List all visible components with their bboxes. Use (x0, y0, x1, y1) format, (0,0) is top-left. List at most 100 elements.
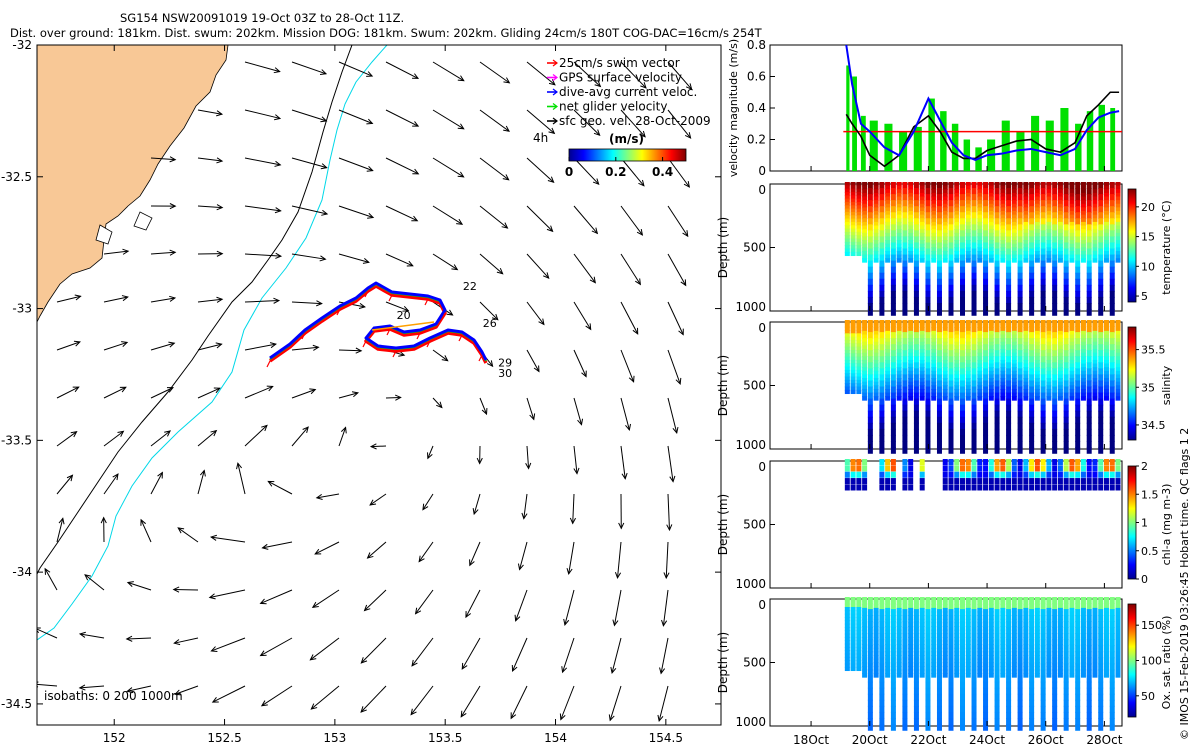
section-cell (1109, 344, 1115, 351)
section-cell (988, 240, 994, 245)
section-cell (850, 465, 856, 472)
section-cell (1006, 711, 1012, 719)
section-cell (1011, 615, 1017, 620)
section-cell (954, 604, 960, 609)
section-cell (965, 385, 971, 390)
section-cell (890, 398, 896, 406)
section-cell (913, 410, 919, 418)
time-tick-label: 22Oct (910, 733, 946, 747)
section-cell (988, 200, 994, 205)
section-cell (856, 366, 862, 371)
section-cell (1103, 240, 1109, 245)
section-cell (931, 607, 937, 613)
section-cell (1063, 615, 1069, 622)
section-cell (1006, 332, 1012, 339)
section-cell (844, 623, 850, 628)
section-cell (1040, 428, 1046, 436)
section-cell (902, 657, 908, 665)
section-cell (977, 633, 983, 638)
section-cell (1069, 363, 1075, 369)
section-cell (931, 597, 937, 602)
section-cell (844, 633, 850, 638)
section-cell (954, 478, 960, 485)
section-cell (942, 225, 948, 231)
section-cell (1075, 669, 1081, 677)
velocity-arrow-head (548, 79, 556, 86)
section-cell (890, 206, 896, 213)
section-cell (1023, 665, 1029, 671)
section-cell (960, 332, 966, 339)
section-cell (925, 724, 931, 731)
section-cell (1011, 367, 1017, 372)
section-cell (965, 185, 971, 191)
section-cell (913, 188, 919, 195)
section-cell (867, 651, 873, 659)
section-cell (1046, 243, 1052, 249)
section-cell (971, 248, 977, 256)
section-cell (1017, 603, 1023, 610)
section-cell (977, 471, 983, 478)
section-cell (1115, 626, 1121, 631)
section-cell (913, 597, 919, 604)
section-cell (931, 647, 937, 653)
section-cell (1075, 621, 1081, 628)
section-cell (1034, 229, 1040, 234)
section-cell (867, 350, 873, 358)
section-cell (890, 681, 896, 689)
section-cell (977, 604, 983, 609)
section-cell (1103, 651, 1109, 656)
section-cell (902, 699, 908, 707)
velocity-arrow-head (666, 524, 673, 532)
velocity-arrow (338, 392, 359, 399)
section-cell (908, 465, 914, 472)
section-cell (965, 388, 971, 394)
section-cell (856, 349, 862, 355)
section-cell (913, 447, 919, 454)
section-cell (971, 465, 977, 472)
section-cell (1103, 192, 1109, 198)
velocity-arrow-head (169, 156, 177, 163)
section-cell (1000, 484, 1006, 491)
section-cell (879, 356, 885, 364)
section-cell (942, 341, 948, 347)
section-cell (1109, 212, 1115, 220)
section-cell (1057, 381, 1063, 387)
section-cell (913, 404, 919, 412)
section-y-tick-label: 500 (743, 379, 766, 393)
section-cell (908, 356, 914, 361)
section-cell (1075, 705, 1081, 713)
section-cell (1017, 278, 1023, 286)
velocity-arrow-head (209, 534, 217, 541)
section-cell (1092, 604, 1098, 609)
section-cell (844, 248, 850, 253)
section-cell (1098, 404, 1104, 412)
section-cell (1103, 604, 1109, 609)
section-cell (977, 218, 983, 223)
section-cell (1103, 388, 1109, 394)
section-cell (850, 218, 856, 223)
section-cell (856, 343, 862, 348)
section-cell (1109, 609, 1115, 616)
section-cell (844, 484, 850, 491)
section-cell (977, 189, 983, 194)
section-cell (994, 182, 1000, 189)
section-cell (1006, 669, 1012, 677)
section-cell (1063, 724, 1069, 731)
section-cell (1086, 386, 1092, 394)
velocity-arrow (526, 157, 554, 183)
section-cell (1069, 367, 1075, 372)
velocity-arrow (667, 157, 690, 188)
velocity-arrow (197, 157, 223, 162)
section-cell (873, 665, 879, 671)
section-cell (994, 657, 1000, 665)
section-cell (1017, 260, 1023, 268)
section-cell (1075, 440, 1081, 448)
section-cell (925, 687, 931, 695)
section-cell (844, 600, 850, 605)
section-cell (1080, 345, 1086, 350)
section-cell (1011, 250, 1017, 256)
section-cell (1040, 603, 1046, 610)
net-velocity-bar (940, 111, 947, 171)
section-cell (873, 633, 879, 638)
